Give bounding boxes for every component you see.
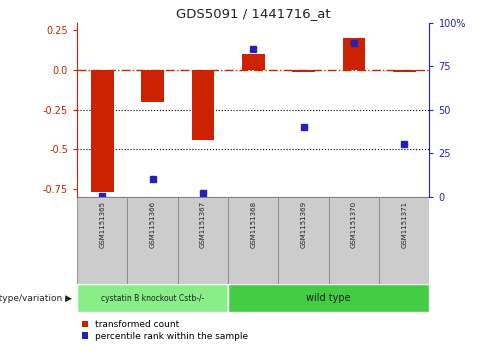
Text: cystatin B knockout Cstb-/-: cystatin B knockout Cstb-/-: [101, 294, 204, 302]
Text: GSM1151370: GSM1151370: [351, 201, 357, 248]
Text: GSM1151367: GSM1151367: [200, 201, 206, 248]
Bar: [279, 197, 329, 284]
Text: genotype/variation ▶: genotype/variation ▶: [0, 294, 72, 302]
Text: GSM1151368: GSM1151368: [250, 201, 256, 248]
Text: GSM1151371: GSM1151371: [401, 201, 407, 248]
Bar: [127, 197, 178, 284]
Text: wild type: wild type: [306, 293, 351, 303]
Text: GSM1151366: GSM1151366: [150, 201, 156, 248]
Bar: [379, 197, 429, 284]
Title: GDS5091 / 1441716_at: GDS5091 / 1441716_at: [176, 7, 330, 20]
Bar: [292, 70, 315, 72]
Legend: transformed count, percentile rank within the sample: transformed count, percentile rank withi…: [81, 320, 248, 340]
Bar: [178, 197, 228, 284]
Bar: [228, 197, 279, 284]
Bar: [142, 70, 164, 102]
Text: GSM1151369: GSM1151369: [301, 201, 306, 248]
Bar: [242, 54, 264, 70]
Bar: [77, 284, 228, 312]
Bar: [329, 197, 379, 284]
Text: GSM1151365: GSM1151365: [99, 201, 105, 248]
Bar: [77, 197, 127, 284]
Bar: [393, 70, 416, 72]
Bar: [228, 284, 429, 312]
Bar: [343, 38, 365, 70]
Bar: [192, 70, 214, 140]
Bar: [91, 70, 114, 192]
